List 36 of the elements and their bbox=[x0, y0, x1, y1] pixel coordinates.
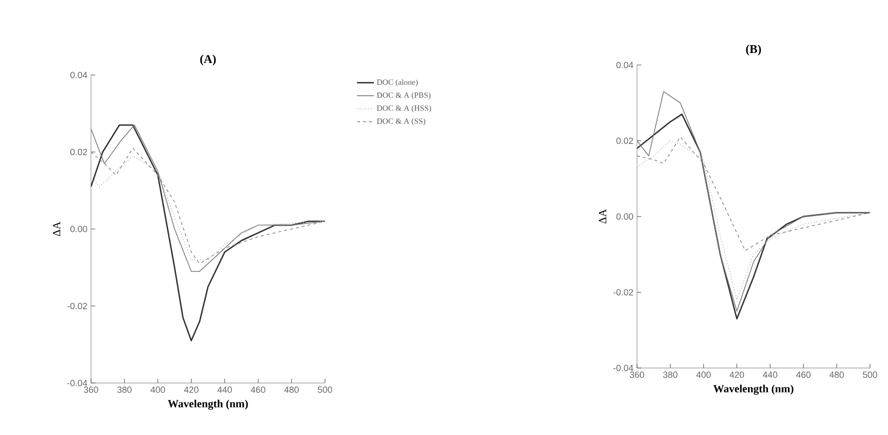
x-tick-label: 460 bbox=[250, 386, 266, 393]
x-axis-title: Wavelength (nm) bbox=[168, 400, 248, 410]
line-series bbox=[637, 140, 870, 300]
y-tick-label: 0.04 bbox=[616, 62, 634, 68]
y-tick-label: -0.04 bbox=[613, 364, 634, 372]
line-series bbox=[637, 136, 870, 251]
y-tick-label: -0.04 bbox=[67, 380, 88, 386]
y-tick-label: -0.02 bbox=[613, 289, 634, 296]
y-axis-title: ΔA bbox=[52, 222, 60, 236]
x-tick-label: 480 bbox=[284, 386, 299, 393]
y-tick-label: 0.00 bbox=[616, 213, 634, 220]
chart-title: (A) bbox=[200, 54, 216, 66]
x-axis-title: Wavelength (nm) bbox=[713, 384, 794, 395]
x-tick-label: 440 bbox=[217, 386, 232, 393]
line-series bbox=[91, 124, 325, 272]
y-tick-label: 0.02 bbox=[616, 138, 634, 144]
y-tick-label: 0.02 bbox=[70, 148, 88, 156]
x-tick-label: 500 bbox=[862, 372, 878, 378]
x-tick-label: 460 bbox=[796, 372, 811, 378]
x-tick-label: 480 bbox=[829, 372, 844, 378]
y-tick-label: -0.02 bbox=[67, 302, 88, 310]
y-tick-label: 0.04 bbox=[70, 72, 88, 78]
chart-title: (B) bbox=[746, 44, 761, 56]
x-tick-label: 500 bbox=[318, 386, 332, 393]
x-tick-label: 400 bbox=[696, 372, 711, 378]
x-tick-label: 420 bbox=[184, 386, 198, 393]
x-tick-label: 360 bbox=[84, 386, 98, 393]
x-tick-label: 440 bbox=[762, 372, 778, 378]
x-tick-label: 380 bbox=[663, 372, 678, 378]
x-tick-label: 400 bbox=[150, 386, 165, 393]
line-series bbox=[91, 124, 325, 342]
y-tick-label: 0.00 bbox=[70, 226, 88, 232]
x-tick-label: 360 bbox=[630, 372, 644, 378]
y-axis-title: ΔA bbox=[598, 209, 606, 224]
x-tick-label: 380 bbox=[117, 386, 132, 393]
x-tick-label: 420 bbox=[730, 372, 744, 378]
